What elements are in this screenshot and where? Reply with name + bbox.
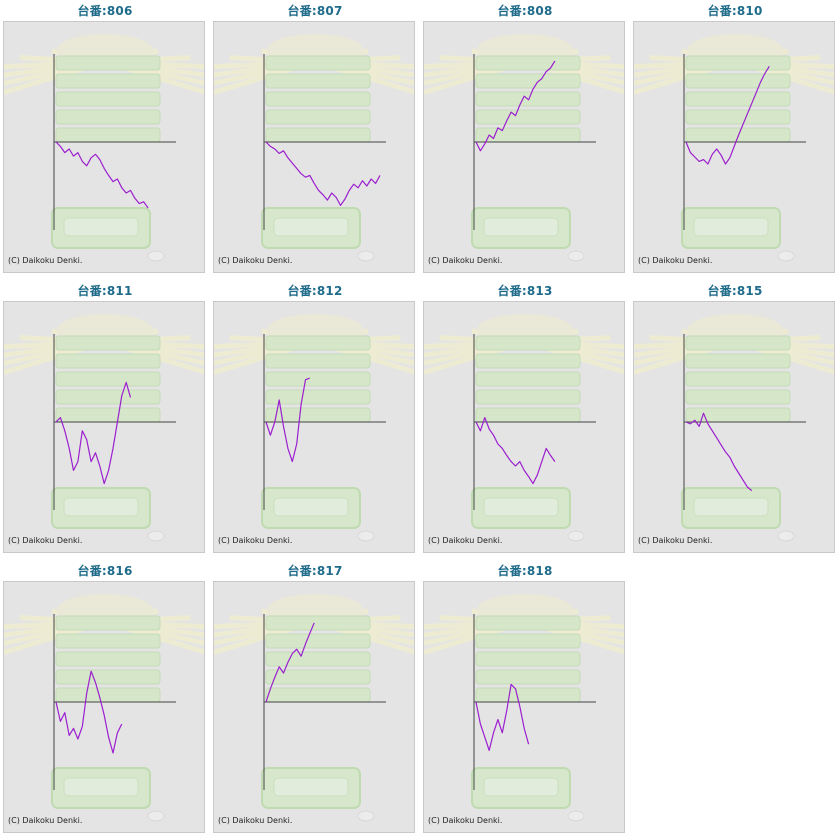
chart-panel: 台番:818 (C) Daikoku Denki. [420, 560, 630, 840]
chart-svg [424, 314, 624, 542]
chart-title: 台番:807 [287, 4, 343, 18]
copyright-text: (C) Daikoku Denki. [638, 536, 713, 545]
chart-panel: 台番:808 (C) Daikoku Denki. [420, 0, 630, 280]
chart-frame: (C) Daikoku Denki. [3, 21, 205, 273]
series-line [55, 141, 149, 209]
chart-panel: 台番:807 (C) Daikoku Denki. [210, 0, 420, 280]
chart-panel: 台番:813 (C) Daikoku Denki. [420, 280, 630, 560]
copyright-text: (C) Daikoku Denki. [218, 816, 293, 825]
chart-title: 台番:806 [77, 4, 133, 18]
machine-backdrop [4, 34, 204, 262]
chart-svg [424, 34, 624, 262]
chart-frame: (C) Daikoku Denki. [423, 301, 625, 553]
chart-frame: (C) Daikoku Denki. [633, 21, 835, 273]
chart-panel: 台番:817 (C) Daikoku Denki. [210, 560, 420, 840]
machine-backdrop [214, 314, 414, 542]
chart-svg [424, 594, 624, 822]
machine-backdrop [4, 314, 204, 542]
series-line [685, 65, 770, 165]
copyright-text: (C) Daikoku Denki. [638, 256, 713, 265]
series-line [475, 60, 556, 152]
machine-backdrop [634, 314, 834, 542]
copyright-text: (C) Daikoku Denki. [218, 536, 293, 545]
machine-backdrop [214, 594, 414, 822]
chart-svg [634, 314, 834, 542]
chart-svg [4, 314, 204, 542]
copyright-text: (C) Daikoku Denki. [428, 816, 503, 825]
chart-svg [634, 34, 834, 262]
chart-title: 台番:808 [497, 4, 553, 18]
machine-backdrop [4, 594, 204, 822]
series-line [265, 622, 315, 703]
chart-svg [214, 34, 414, 262]
chart-title: 台番:812 [287, 284, 343, 298]
copyright-text: (C) Daikoku Denki. [8, 536, 83, 545]
chart-frame: (C) Daikoku Denki. [213, 21, 415, 273]
series-line [265, 377, 311, 463]
series-line [475, 683, 530, 751]
chart-panel: 台番:812 (C) Daikoku Denki. [210, 280, 420, 560]
chart-title: 台番:810 [707, 4, 763, 18]
chart-title: 台番:813 [497, 284, 553, 298]
chart-frame: (C) Daikoku Denki. [3, 581, 205, 833]
copyright-text: (C) Daikoku Denki. [8, 816, 83, 825]
series-line [55, 381, 132, 485]
chart-title: 台番:817 [287, 564, 343, 578]
copyright-text: (C) Daikoku Denki. [428, 536, 503, 545]
chart-panel: 台番:810 (C) Daikoku Denki. [630, 0, 840, 280]
machine-backdrop [634, 34, 834, 262]
chart-frame: (C) Daikoku Denki. [3, 301, 205, 553]
chart-svg [4, 594, 204, 822]
machine-backdrop [424, 314, 624, 542]
chart-panel: 台番:815 (C) Daikoku Denki. [630, 280, 840, 560]
chart-svg [4, 34, 204, 262]
chart-frame: (C) Daikoku Denki. [423, 581, 625, 833]
copyright-text: (C) Daikoku Denki. [8, 256, 83, 265]
machine-backdrop [424, 34, 624, 262]
machine-backdrop [214, 34, 414, 262]
chart-frame: (C) Daikoku Denki. [213, 301, 415, 553]
chart-frame: (C) Daikoku Denki. [213, 581, 415, 833]
chart-svg [214, 594, 414, 822]
series-line [55, 670, 123, 754]
chart-svg [214, 314, 414, 542]
chart-panel: 台番:816 (C) Daikoku Denki. [0, 560, 210, 840]
chart-panel: 台番:811 (C) Daikoku Denki. [0, 280, 210, 560]
chart-title: 台番:811 [77, 284, 133, 298]
series-line [475, 417, 556, 485]
machine-backdrop [424, 594, 624, 822]
chart-title: 台番:815 [707, 284, 763, 298]
chart-panel: 台番:806 (C) Daikoku Denki. [0, 0, 210, 280]
series-line [265, 141, 381, 206]
chart-frame: (C) Daikoku Denki. [633, 301, 835, 553]
series-line [685, 412, 753, 492]
copyright-text: (C) Daikoku Denki. [428, 256, 503, 265]
chart-title: 台番:816 [77, 564, 133, 578]
chart-frame: (C) Daikoku Denki. [423, 21, 625, 273]
chart-title: 台番:818 [497, 564, 553, 578]
copyright-text: (C) Daikoku Denki. [218, 256, 293, 265]
